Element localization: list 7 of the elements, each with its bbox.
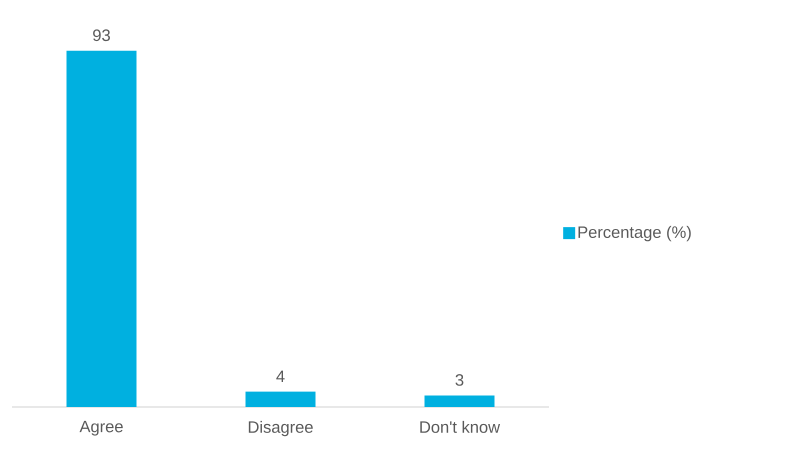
data-label: 3 (456, 374, 464, 386)
x-tick-label: Agree (80, 420, 123, 436)
x-tick-label: Disagree (248, 420, 313, 436)
legend-label: Percentage (%) (578, 226, 691, 242)
data-label: 4 (276, 370, 285, 382)
x-tick-label: Don't know (420, 420, 500, 433)
data-label: 93 (93, 29, 110, 42)
